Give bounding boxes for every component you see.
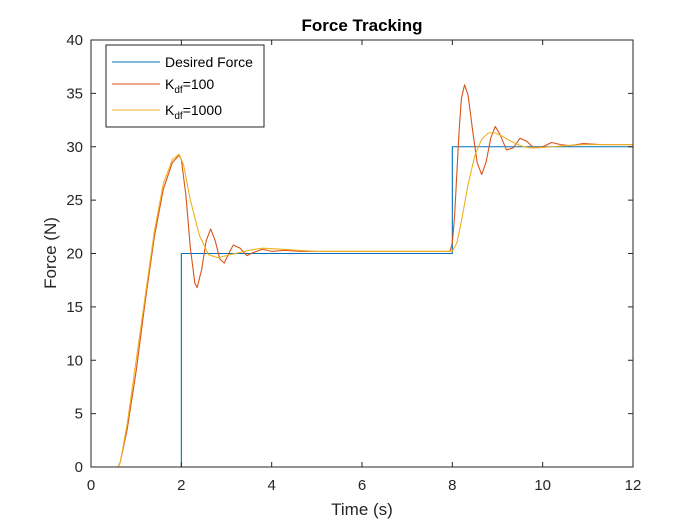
legend-label-subscript: df [174,85,183,96]
x-tick-label: 8 [448,477,456,494]
tick-layer: 0 2 4 6 8 10 12 0 5 10 15 20 25 30 35 40 [66,32,641,494]
y-tick-label: 0 [75,459,83,476]
legend-label-k-df-1000: Kdf=1000 [165,102,222,122]
x-tick-label: 2 [177,477,185,494]
x-tick-label: 0 [87,477,95,494]
x-tick-label: 12 [625,477,642,494]
x-tick-label: 6 [358,477,366,494]
legend-label-main: Desired Force [165,54,253,70]
chart-title: Force Tracking [302,16,423,35]
legend-label-suffix: =100 [183,76,215,92]
legend-label-main: K [165,76,175,92]
y-tick-label: 35 [66,85,83,102]
legend-box [105,44,265,128]
y-tick-label: 5 [75,406,83,423]
y-tick-label: 25 [66,192,83,209]
legend-label-suffix: =1000 [183,102,223,118]
legend-label-main: K [165,102,175,118]
y-tick-label: 30 [66,139,83,156]
legend-label-desired-force: Desired Force [165,54,253,70]
y-tick-label: 10 [66,352,83,369]
y-tick-label: 15 [66,299,83,316]
y-tick-label: 40 [66,32,83,49]
y-axis-label: Force (N) [41,217,60,289]
x-tick-label: 10 [534,477,551,494]
legend-label-k-df-100: Kdf=100 [165,76,214,96]
legend-label-subscript: df [174,111,183,122]
x-tick-label: 4 [267,477,275,494]
series-line-k-df-1000 [91,132,633,468]
x-axis-label: Time (s) [331,500,393,519]
y-tick-label: 20 [66,246,83,263]
